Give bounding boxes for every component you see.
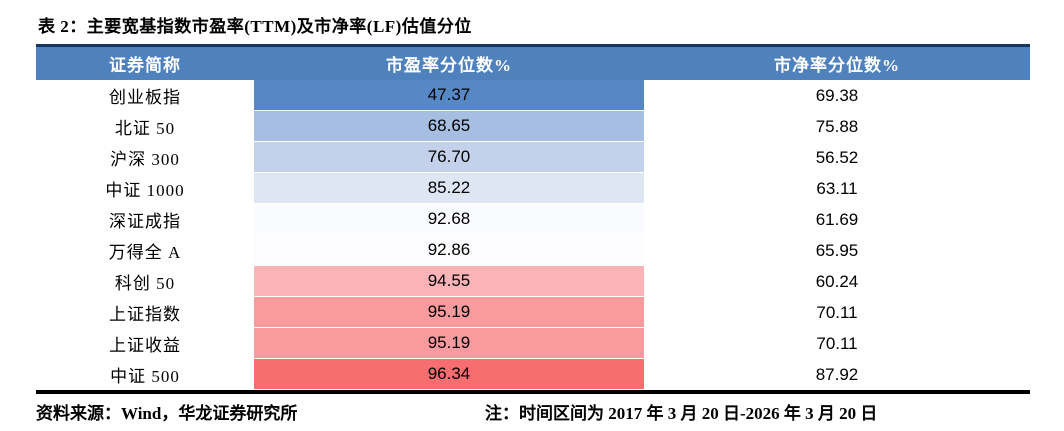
valuation-table: 证券简称 市盈率分位数% 市净率分位数% 创业板指 47.37 69.38 北证 50… (36, 44, 1030, 394)
pe-percentile-cell: 47.37 (254, 80, 644, 111)
table-row: 北证 50 68.65 75.88 (36, 111, 1030, 142)
bottom-rule (36, 390, 1030, 394)
pb-percentile-cell: 70.11 (816, 302, 858, 322)
security-name-cell: 深证成指 (109, 212, 181, 231)
security-name-cell: 万得全 A (108, 243, 182, 262)
table-row: 科创 50 94.55 60.24 (36, 266, 1030, 297)
pe-percentile-cell: 95.19 (254, 328, 644, 359)
security-name-cell: 上证指数 (109, 305, 181, 324)
pb-percentile-cell: 56.52 (815, 147, 859, 167)
source-note: 资料来源：Wind，华龙证券研究所 (36, 404, 298, 423)
security-name-cell: 中证 1000 (105, 181, 185, 200)
pb-percentile-cell: 61.69 (815, 209, 859, 229)
pe-percentile-cell: 76.70 (254, 142, 644, 173)
pe-percentile-cell: 85.22 (254, 173, 644, 204)
pb-percentile-cell: 87.92 (815, 364, 859, 384)
security-name-cell: 沪深 300 (110, 150, 180, 169)
table-row: 中证 500 96.34 87.92 (36, 359, 1030, 390)
pe-percentile-cell: 92.68 (254, 204, 644, 235)
pb-percentile-cell: 69.38 (815, 85, 859, 105)
security-name-cell: 北证 50 (114, 119, 176, 138)
table-row: 上证收益 95.19 70.11 (36, 328, 1030, 359)
pe-percentile-cell: 68.65 (254, 111, 644, 142)
table-row: 万得全 A 92.86 65.95 (36, 235, 1030, 266)
table-header-row: 证券简称 市盈率分位数% 市净率分位数% (36, 47, 1030, 80)
security-name-cell: 上证收益 (109, 336, 181, 355)
pb-percentile-cell: 75.88 (815, 116, 859, 136)
pe-percentile-cell: 92.86 (254, 235, 644, 266)
header-pb-percentile: 市净率分位数% (774, 56, 900, 75)
pe-percentile-cell: 94.55 (254, 266, 644, 297)
top-rule (36, 44, 1030, 47)
table-row: 沪深 300 76.70 56.52 (36, 142, 1030, 173)
table-body: 创业板指 47.37 69.38 北证 50 68.65 75.88 沪深 300 76.70… (36, 80, 1030, 390)
pb-percentile-cell: 70.11 (816, 333, 858, 353)
pb-percentile-cell: 63.11 (816, 178, 858, 198)
security-name-cell: 创业板指 (109, 88, 181, 107)
table-row: 上证指数 95.19 70.11 (36, 297, 1030, 328)
security-name-cell: 科创 50 (114, 274, 176, 293)
table-row: 创业板指 47.37 69.38 (36, 80, 1030, 111)
pe-percentile-cell: 96.34 (254, 359, 644, 390)
pe-percentile-cell: 95.19 (254, 297, 644, 328)
table-row: 深证成指 92.68 61.69 (36, 204, 1030, 235)
security-name-cell: 中证 500 (110, 367, 180, 386)
table-title: 表 2：主要宽基指数市盈率(TTM)及市净率(LF)估值分位 (38, 17, 472, 36)
header-pe-percentile: 市盈率分位数% (386, 56, 512, 75)
header-security-name: 证券简称 (109, 56, 181, 75)
date-range-note: 注：时间区间为 2017 年 3 月 20 日-2026 年 3 月 20 日 (485, 404, 878, 423)
pb-percentile-cell: 65.95 (815, 240, 859, 260)
table-row: 中证 1000 85.22 63.11 (36, 173, 1030, 204)
pb-percentile-cell: 60.24 (815, 271, 859, 291)
